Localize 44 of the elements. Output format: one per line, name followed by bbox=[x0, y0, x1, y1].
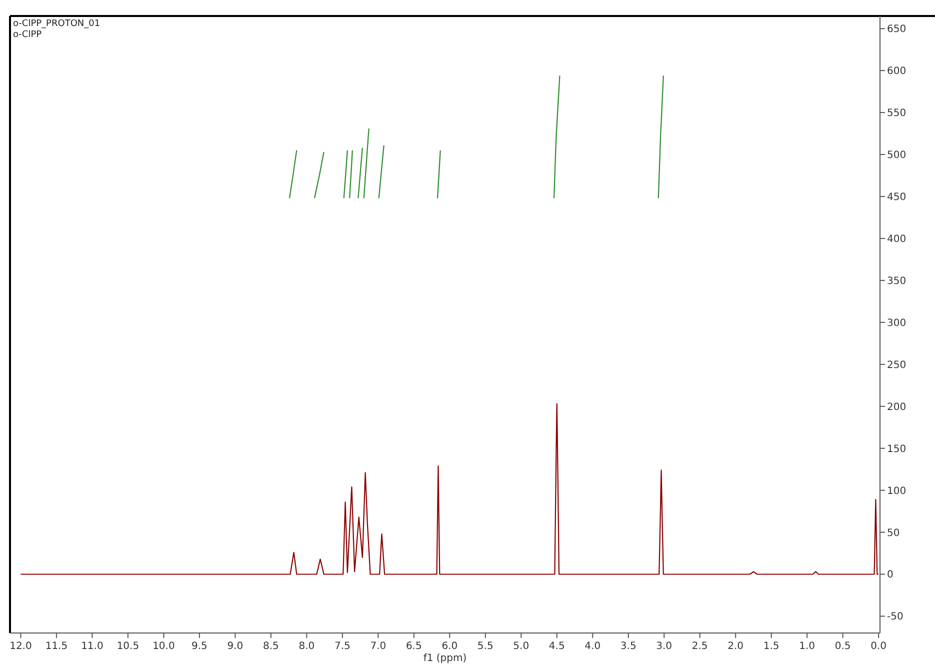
x-tick-label: 9.0 bbox=[227, 641, 244, 652]
chart-title: o-ClPP_PROTON_01 bbox=[13, 19, 100, 29]
y-tick-label: 350 bbox=[887, 276, 906, 287]
x-tick-label: 5.0 bbox=[513, 641, 530, 652]
y-tick-label: 650 bbox=[887, 24, 906, 36]
x-tick-label: 8.0 bbox=[298, 641, 315, 652]
y-tick-label: 400 bbox=[887, 234, 906, 245]
y-tick-label: 600 bbox=[887, 66, 906, 78]
x-tick-label: 2.0 bbox=[728, 641, 744, 652]
x-tick-label: 0.5 bbox=[834, 641, 851, 652]
x-tick-label: 3.5 bbox=[620, 641, 636, 652]
x-tick-label: 11.5 bbox=[45, 641, 68, 652]
x-tick-label: 1.0 bbox=[799, 641, 816, 652]
y-tick-label: 300 bbox=[887, 318, 906, 329]
x-tick-label: 9.5 bbox=[191, 641, 208, 652]
x-tick-label: 4.5 bbox=[548, 641, 565, 652]
x-tick-label: 0.0 bbox=[870, 641, 887, 652]
x-tick-label: 1.5 bbox=[763, 641, 780, 652]
text: o-ClPP bbox=[13, 30, 42, 40]
x-tick-label: 7.0 bbox=[370, 641, 386, 652]
x-tick-label: 12.0 bbox=[10, 641, 32, 652]
x-tick-label: 10.5 bbox=[116, 641, 140, 652]
x-axis-title: f1 (ppm) bbox=[423, 653, 467, 664]
y-tick-label: 250 bbox=[887, 360, 906, 371]
x-tick-label: 11.0 bbox=[81, 641, 104, 652]
y-tick-label: 450 bbox=[887, 192, 906, 203]
y-tick-label: 50 bbox=[887, 528, 900, 539]
y-tick-label: 100 bbox=[887, 486, 906, 497]
x-tick-label: 6.0 bbox=[442, 641, 458, 652]
y-tick-label: 150 bbox=[887, 444, 906, 455]
y-tick-label: 200 bbox=[887, 402, 906, 413]
y-tick-label: 0 bbox=[887, 570, 894, 581]
x-tick-label: 7.5 bbox=[334, 641, 350, 652]
y-tick-label: 500 bbox=[887, 150, 906, 162]
line-series bbox=[20, 403, 880, 575]
x-tick-label: 6.5 bbox=[406, 641, 422, 652]
y-tick-label: -50 bbox=[887, 612, 904, 623]
x-tick-label: 4.0 bbox=[584, 641, 601, 652]
x-tick-label: 2.5 bbox=[692, 641, 708, 652]
y-tick-label: 550 bbox=[887, 108, 906, 120]
x-tick-label: 3.0 bbox=[656, 641, 672, 652]
x-tick-label: 5.5 bbox=[477, 641, 494, 652]
x-tick-label: 8.5 bbox=[262, 641, 279, 652]
x-tick-label: 10.0 bbox=[152, 641, 175, 652]
